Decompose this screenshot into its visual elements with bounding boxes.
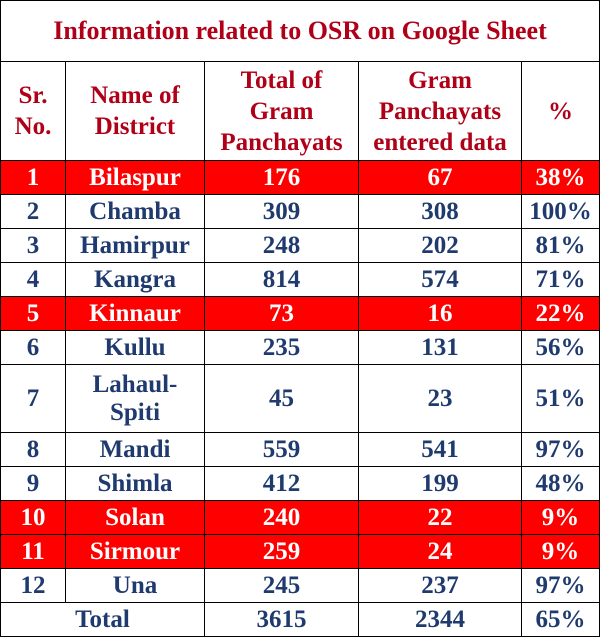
percent-cell: 38% [520,160,600,195]
header-district-line-1: Name of [90,82,180,109]
header-percent: % [520,61,600,161]
table-row: 9 Shimla 412 199 48% [0,466,600,501]
table-row: 12 Una 245 237 97% [0,568,600,603]
total-gp-cell: 73 [204,296,359,331]
total-gp-cell: 814 [204,262,359,297]
total-gp-cell: 45 [204,364,359,433]
total-gp-cell: 235 [204,330,359,365]
title-row: Information related to OSR on Google She… [0,0,600,62]
percent-cell: 9% [520,534,600,569]
percent-cell: 56% [520,330,600,365]
entered-gp-cell: 24 [358,534,522,569]
total-gp-cell: 412 [204,466,359,501]
sr-no-cell: 8 [0,432,66,467]
table-row: 8 Mandi 559 541 97% [0,432,600,467]
table-row: 2 Chamba 309 308 100% [0,194,600,229]
percent-cell: 51% [520,364,600,433]
sr-no-cell: 1 [0,160,66,195]
total-gp-cell: 309 [204,194,359,229]
table-row: 1 Bilaspur 176 67 38% [0,160,600,195]
entered-gp-cell: 574 [358,262,522,297]
district-cell: Kullu [65,330,205,365]
district-cell: Hamirpur [65,228,205,263]
total-gp-cell: 176 [204,160,359,195]
entered-gp-cell: 67 [358,160,522,195]
sr-no-cell: 3 [0,228,66,263]
sr-no-cell: 9 [0,466,66,501]
header-row: Sr. No. Name of District Total of Gram P… [0,61,600,161]
entered-gp-cell: 308 [358,194,522,229]
sr-no-cell: 4 [0,262,66,297]
total-gp-cell: 248 [204,228,359,263]
header-district: Name of District [65,61,205,161]
district-cell: Chamba [65,194,205,229]
sr-no-cell: 2 [0,194,66,229]
sr-no-cell: 11 [0,534,66,569]
sr-no-cell: 6 [0,330,66,365]
table-row: 6 Kullu 235 131 56% [0,330,600,365]
table-row: 7 Lahaul- Spiti 45 23 51% [0,364,600,433]
header-total-line-3: Panchayats [220,128,343,156]
header-total-gp: Total of Gram Panchayats [204,61,359,161]
table-title: Information related to OSR on Google She… [0,0,600,62]
percent-cell: 81% [520,228,600,263]
entered-gp-cell: 199 [358,466,522,501]
district-cell: Kinnaur [65,296,205,331]
district-cell: Shimla [65,466,205,501]
header-entered-gp: Gram Panchayats entered data [358,61,522,161]
header-entered-line-3: entered data [373,128,507,156]
entered-gp-cell: 22 [358,500,522,535]
percent-cell: 100% [520,194,600,229]
total-gp-cell: 245 [204,568,359,603]
total-entered-cell: 2344 [358,602,522,637]
table-row: 3 Hamirpur 248 202 81% [0,228,600,263]
total-row: Total 3615 2344 65% [0,602,600,637]
district-cell: Lahaul- Spiti [65,364,205,433]
percent-cell: 97% [520,568,600,603]
total-gp-cell: 240 [204,500,359,535]
district-cell: Una [65,568,205,603]
header-entered-line-1: Gram [408,66,472,94]
percent-cell: 48% [520,466,600,501]
district-cell: Mandi [65,432,205,467]
entered-gp-cell: 23 [358,364,522,433]
total-percent-cell: 65% [520,602,600,637]
header-entered-line-2: Panchayats [378,97,502,125]
entered-gp-cell: 237 [358,568,522,603]
total-gp-cell: 259 [204,534,359,569]
district-cell: Solan [65,500,205,535]
percent-cell: 9% [520,500,600,535]
percent-cell: 22% [520,296,600,331]
entered-gp-cell: 541 [358,432,522,467]
entered-gp-cell: 16 [358,296,522,331]
total-label: Total [0,602,205,637]
district-cell: Bilaspur [65,160,205,195]
header-sr-line-2: No. [14,113,52,140]
sr-no-cell: 12 [0,568,66,603]
header-total-line-2: Gram [249,97,314,125]
sr-no-cell: 7 [0,364,66,433]
percent-cell: 97% [520,432,600,467]
data-rows: 1 Bilaspur 176 67 38% 2 Chamba 309 308 100% 3 Hamir… [0,160,600,603]
percent-cell: 71% [520,262,600,297]
header-total-line-1: Total of [240,66,323,94]
district-cell: Sirmour [65,534,205,569]
total-gp-cell: 559 [204,432,359,467]
header-sr-no: Sr. No. [0,61,66,161]
header-district-line-2: District [94,113,176,140]
table-row: 5 Kinnaur 73 16 22% [0,296,600,331]
sr-no-cell: 5 [0,296,66,331]
district-cell: Kangra [65,262,205,297]
entered-gp-cell: 202 [358,228,522,263]
sr-no-cell: 10 [0,500,66,535]
total-gp-cell: 3615 [204,602,359,637]
header-sr-line-1: Sr. [18,82,48,109]
table-row: 11 Sirmour 259 24 9% [0,534,600,569]
table-row: 4 Kangra 814 574 71% [0,262,600,297]
table-row: 10 Solan 240 22 9% [0,500,600,535]
entered-gp-cell: 131 [358,330,522,365]
